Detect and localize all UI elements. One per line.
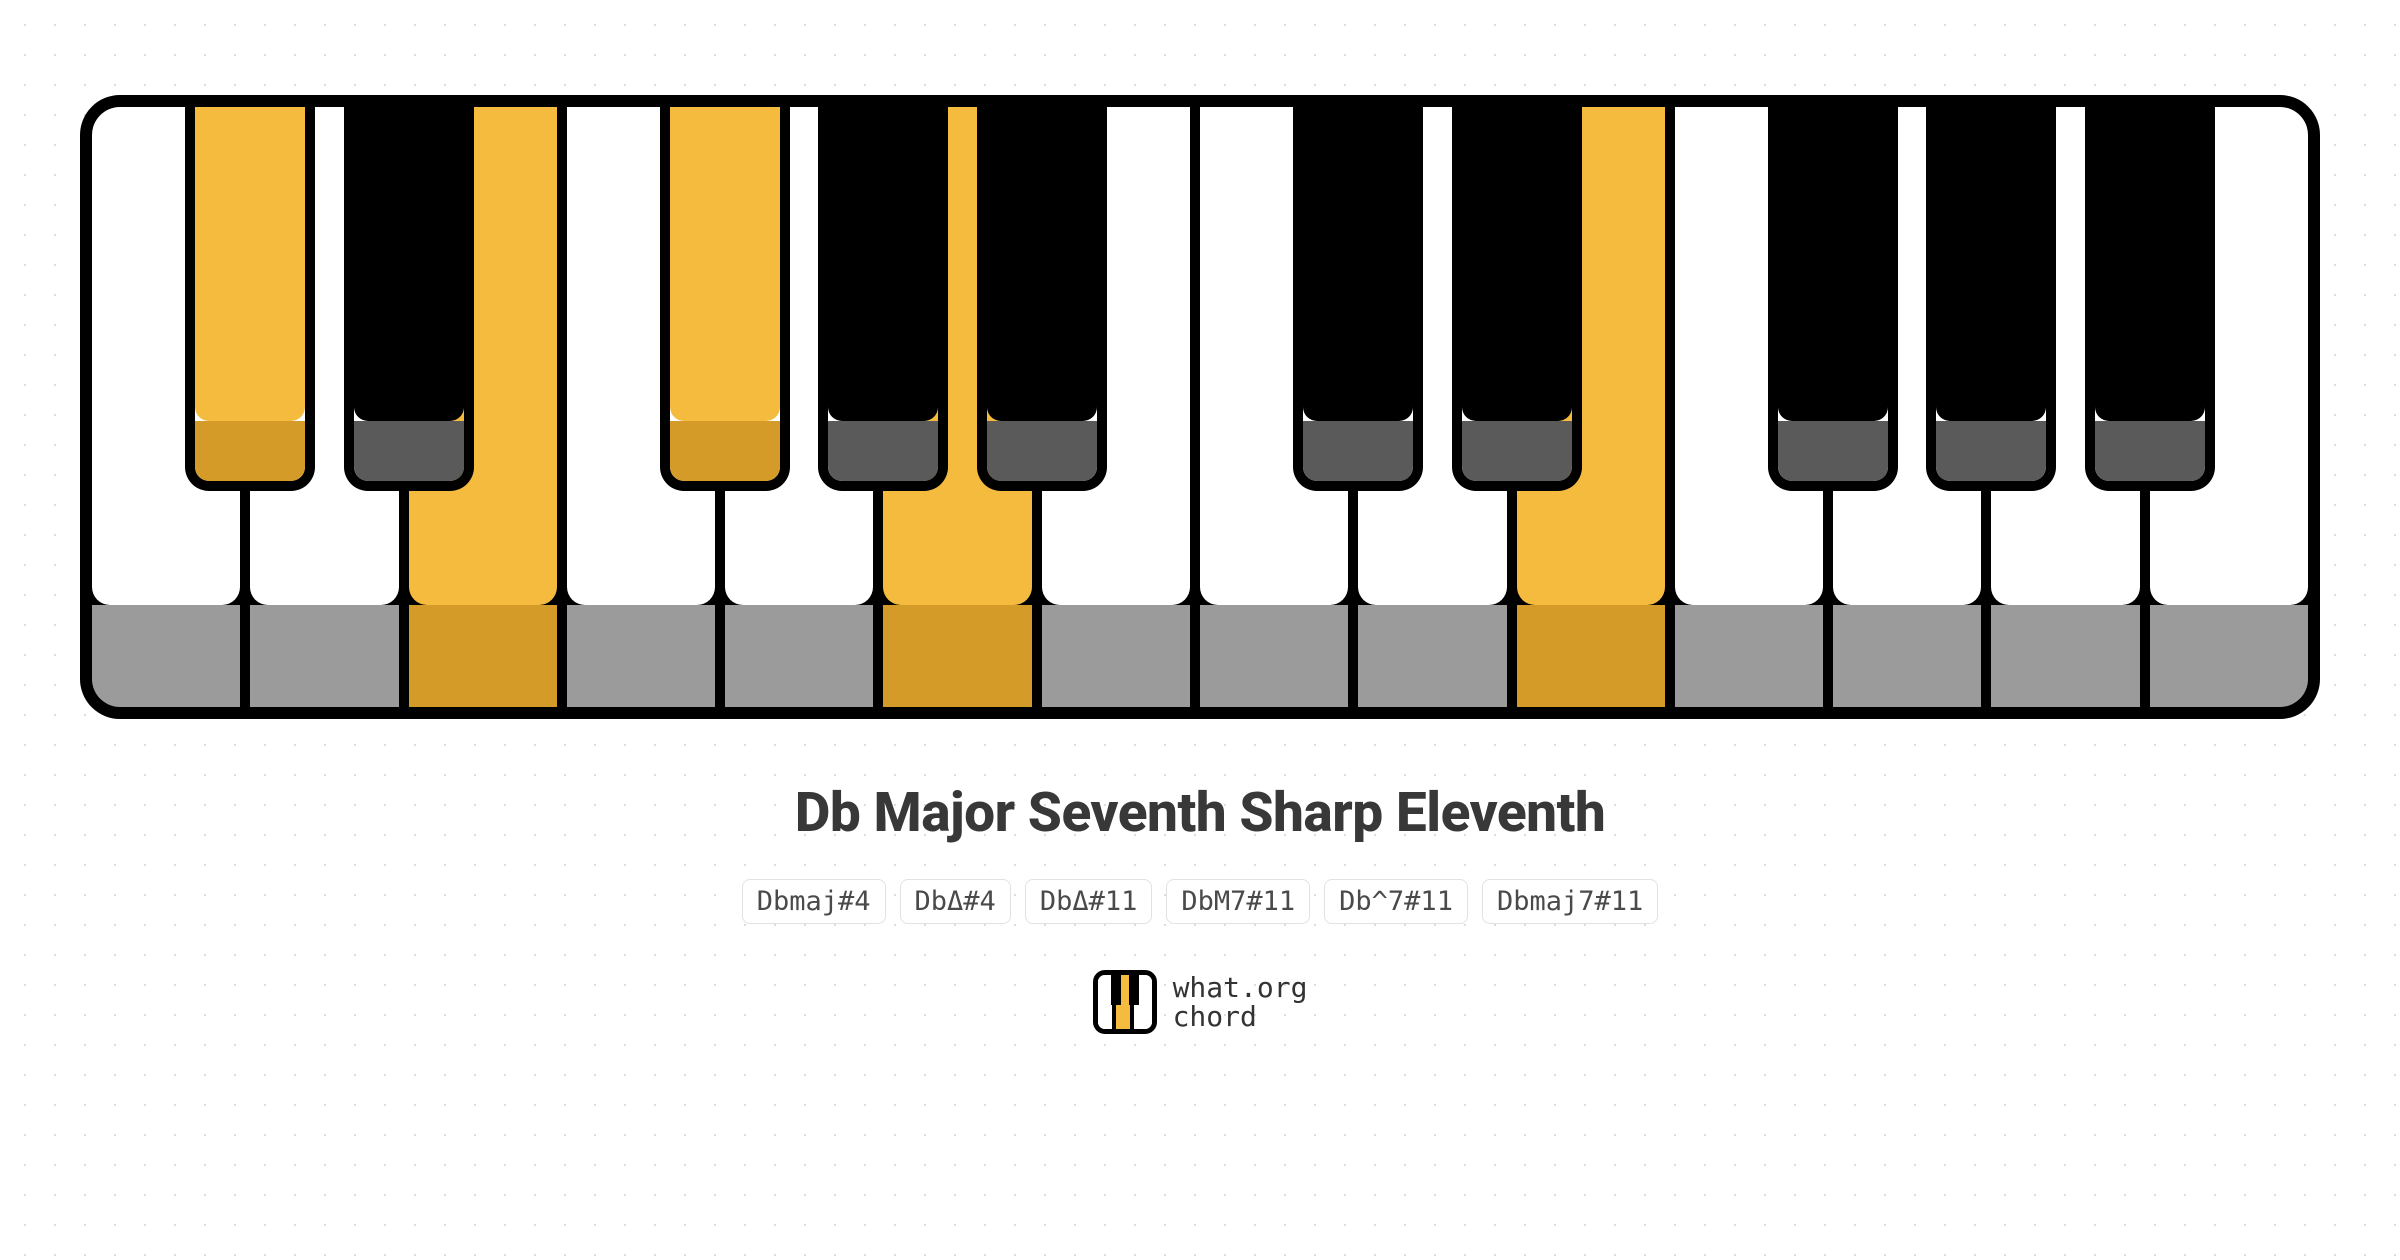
logo-icon [1093,970,1157,1034]
chord-alias: DbΔ#11 [1025,879,1153,924]
chord-title: Db Major Seventh Sharp Eleventh [795,781,1606,845]
site-branding: what.org chord [1093,970,1308,1034]
black-key[interactable] [2085,107,2215,491]
black-key[interactable] [977,107,1107,491]
black-key[interactable] [1293,107,1423,491]
logo-text: what.org chord [1173,973,1308,1032]
chord-alias: DbM7#11 [1166,879,1310,924]
chord-alias: Dbmaj7#11 [1482,879,1658,924]
black-key[interactable] [1926,107,2056,491]
black-key[interactable] [818,107,948,491]
black-key[interactable] [344,107,474,491]
black-key[interactable] [185,107,315,491]
chord-alias: Dbmaj#4 [742,879,886,924]
logo-line-1: what.org [1173,973,1308,1002]
logo-line-2: chord [1173,1002,1308,1031]
black-key[interactable] [1768,107,1898,491]
chord-aliases: Dbmaj#4 DbΔ#4 DbΔ#11 DbM7#11 Db^7#11 Dbmaj7#1… [742,879,1659,924]
piano-keyboard [80,95,2320,719]
chord-alias: DbΔ#4 [900,879,1011,924]
black-key[interactable] [1452,107,1582,491]
black-key[interactable] [660,107,790,491]
chord-alias: Db^7#11 [1324,879,1468,924]
